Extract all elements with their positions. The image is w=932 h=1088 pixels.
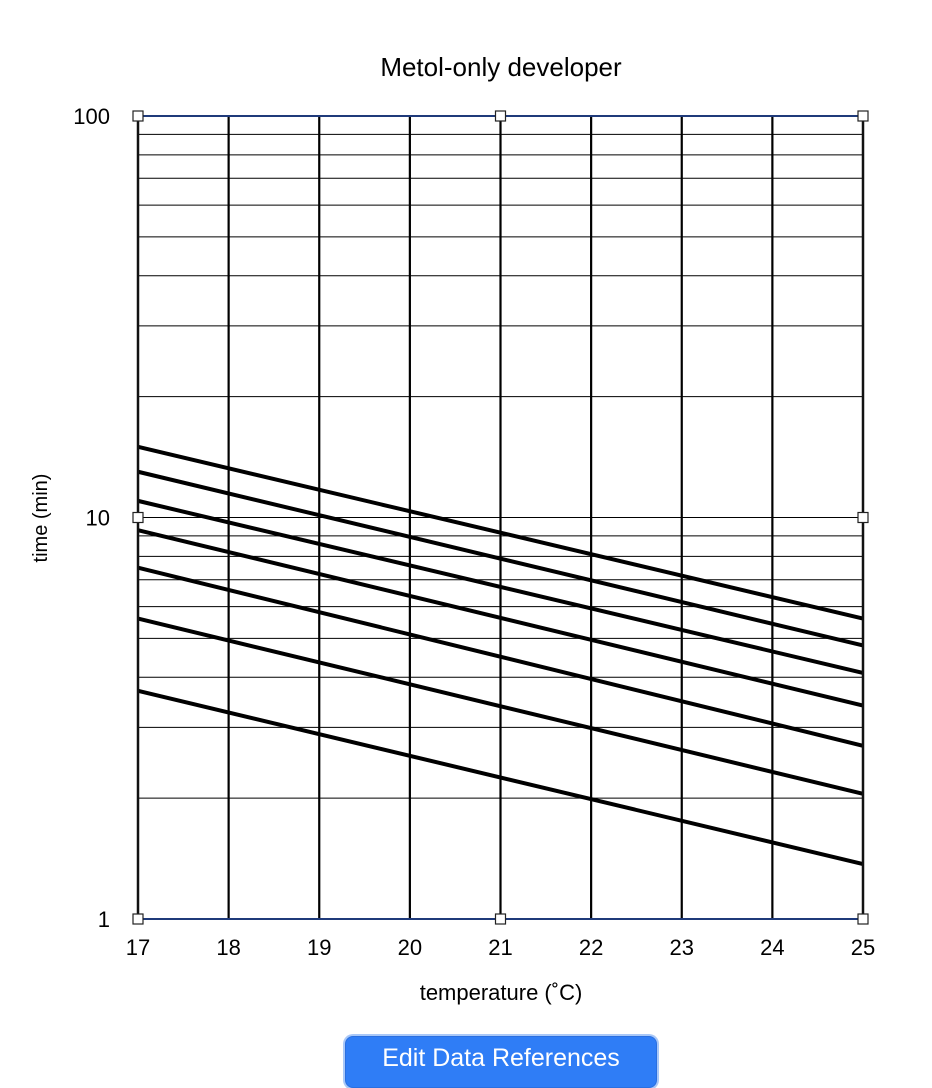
resize-handle[interactable] bbox=[132, 110, 144, 122]
x-tick-label: 22 bbox=[579, 935, 603, 960]
resize-handle[interactable] bbox=[494, 110, 507, 122]
y-tick-label: 1 bbox=[98, 907, 110, 932]
x-axis-label: temperature (˚C) bbox=[420, 980, 583, 1005]
series-line-3 bbox=[137, 498, 864, 675]
chart-title: Metol-only developer bbox=[380, 52, 622, 82]
y-tick-label: 100 bbox=[73, 104, 110, 129]
y-tick-label: 10 bbox=[86, 506, 110, 531]
resize-handle[interactable] bbox=[857, 913, 869, 925]
edit-data-references-button[interactable]: Edit Data References bbox=[345, 1036, 657, 1088]
resize-handle[interactable] bbox=[132, 913, 144, 925]
y-axis-label: time (min) bbox=[30, 474, 52, 563]
x-tick-label: 25 bbox=[851, 935, 875, 960]
series-lines bbox=[137, 444, 864, 867]
x-tick-label: 21 bbox=[488, 935, 512, 960]
series-line-4 bbox=[137, 528, 864, 708]
series-line-7 bbox=[137, 688, 864, 867]
x-tick-label: 18 bbox=[216, 935, 240, 960]
resize-handle[interactable] bbox=[132, 511, 144, 524]
x-tick-label: 23 bbox=[670, 935, 694, 960]
series-line-6 bbox=[137, 616, 864, 796]
resize-handle[interactable] bbox=[857, 110, 869, 122]
grid bbox=[138, 116, 863, 919]
series-line-2 bbox=[137, 469, 864, 648]
x-tick-label: 19 bbox=[307, 935, 331, 960]
x-tick-label: 20 bbox=[398, 935, 422, 960]
resize-handle[interactable] bbox=[494, 913, 507, 925]
plot-frame[interactable] bbox=[132, 110, 869, 925]
tick-labels: 17 18 19 20 21 22 23 24 25 1 10 100 bbox=[73, 104, 875, 960]
x-tick-label: 24 bbox=[760, 935, 784, 960]
resize-handle[interactable] bbox=[857, 511, 869, 524]
series-line-5 bbox=[137, 565, 864, 748]
x-tick-label: 17 bbox=[126, 935, 150, 960]
series-line-1 bbox=[137, 444, 864, 621]
